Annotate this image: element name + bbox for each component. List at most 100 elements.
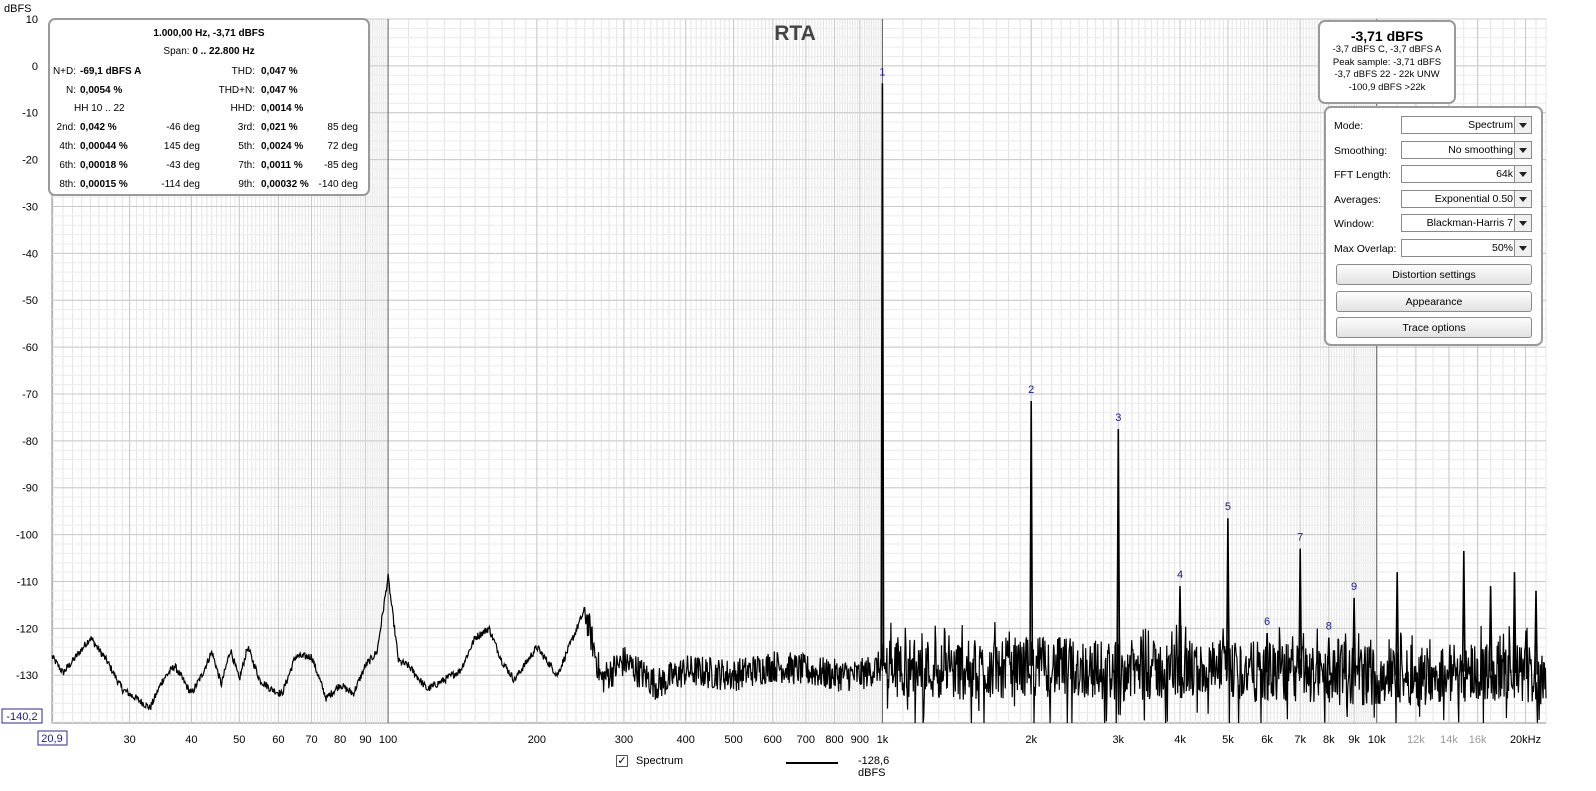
appearance-button[interactable]: Appearance <box>1336 291 1532 312</box>
x-tick-label: 1k <box>877 734 889 746</box>
x-tick-label: 30 <box>123 734 135 746</box>
spectrum-peak <box>1395 572 1400 676</box>
harmonic-value-left: 0,00044 % <box>80 141 128 152</box>
averages-select[interactable]: Exponential 0.50 <box>1401 189 1532 208</box>
x-tick-label: 300 <box>615 734 633 746</box>
chevron-down-icon[interactable] <box>1514 117 1531 133</box>
x-tick-label: 600 <box>764 734 782 746</box>
level-main: -3,71 dBFS <box>1350 28 1424 44</box>
nd-value: -69,1 dBFS A <box>80 66 142 77</box>
chart-title: RTA <box>774 22 816 45</box>
spectrum-peak <box>880 83 885 666</box>
y-tick-label: -100 <box>16 530 38 542</box>
fft-length-row: FFT Length: 64k <box>1334 165 1534 185</box>
x-tick-label: 70 <box>305 734 317 746</box>
fundamental-readout: 1.000,00 Hz, -3,71 dBFS <box>153 28 265 39</box>
x-tick-label: 14k <box>1440 734 1458 746</box>
chevron-down-icon[interactable] <box>1514 240 1531 256</box>
y-tick-label: -20 <box>22 155 38 167</box>
x-tick-label: 20kHz <box>1510 734 1541 746</box>
level-line-2: Peak sample: -3,71 dBFS <box>1332 56 1442 68</box>
harmonic-value-left: 0,00018 % <box>80 160 128 171</box>
harmonic-phase-left: -114 deg <box>161 179 200 190</box>
y-tick-label: 0 <box>32 61 38 73</box>
chevron-down-icon[interactable] <box>1514 190 1531 207</box>
harmonic-label-right: 7th: <box>238 160 255 171</box>
y-tick-label: -30 <box>22 201 38 213</box>
spectrum-peak <box>1116 429 1121 671</box>
chevron-down-icon[interactable] <box>1514 141 1531 158</box>
y-tick-label: -60 <box>22 342 38 354</box>
smoothing-select[interactable]: No smoothing <box>1401 140 1532 159</box>
harmonic-phase-right: -85 deg <box>324 160 358 171</box>
harmonic-markers: 1 2 3 4 5 6 7 8 9 <box>879 66 1357 632</box>
mode-label: Mode: <box>1334 120 1364 132</box>
fft-length-value: 64k <box>1496 168 1513 181</box>
n-value: 0,0054 % <box>80 85 123 96</box>
legend-value: -128,6 dBFS <box>858 755 890 779</box>
x-tick-label: 8k <box>1323 734 1335 746</box>
harmonic-label-right: 3rd: <box>237 122 255 133</box>
thdn-label: THD+N: <box>218 85 255 96</box>
spectrum-peak <box>1178 586 1182 671</box>
harmonic-marker-label: 9 <box>1351 581 1357 593</box>
nd-label: N+D: <box>52 66 76 77</box>
y-axis-label: dBFS <box>4 3 32 15</box>
y-min-label-box <box>1 708 43 724</box>
fft-length-select[interactable]: 64k <box>1401 165 1532 184</box>
smoothing-row: Smoothing: No smoothing <box>1334 140 1534 161</box>
y-tick-label: -50 <box>22 295 38 307</box>
harmonic-marker-label: 3 <box>1115 412 1121 424</box>
harmonic-value-right: 0,021 % <box>261 122 298 133</box>
y-min-label: -140,2 <box>6 711 37 723</box>
averages-value: Exponential 0.50 <box>1434 192 1513 205</box>
harmonic-phase-right: -140 deg <box>318 179 358 190</box>
x-tick-label: 800 <box>825 734 843 746</box>
smoothing-value: No smoothing <box>1448 143 1513 156</box>
harmonic-marker-label: 8 <box>1326 621 1332 633</box>
chevron-down-icon[interactable] <box>1514 166 1531 183</box>
x-tick-label: 80 <box>334 734 346 746</box>
distortion-settings-button[interactable]: Distortion settings <box>1336 264 1532 285</box>
mode-select[interactable]: Spectrum <box>1401 116 1532 134</box>
hhd-value: 0,0014 % <box>261 103 304 114</box>
harmonic-label-right: 5th: <box>238 141 255 152</box>
max-overlap-label: Max Overlap: <box>1334 243 1397 255</box>
x-tick-label: 400 <box>677 734 695 746</box>
spectrum-peak <box>1265 632 1270 673</box>
harmonic-marker-label: 6 <box>1264 616 1270 628</box>
x-tick-label: 50 <box>233 734 245 746</box>
harmonic-value-right: 0,0011 % <box>261 160 303 171</box>
max-overlap-select[interactable]: 50% <box>1401 239 1532 257</box>
spectrum-checkbox[interactable]: ✓ <box>616 755 628 767</box>
hh-range-label: HH 10 .. 22 <box>74 103 125 114</box>
plot-grid <box>51 18 1547 724</box>
harmonic-value-right: 0,0024 % <box>261 141 304 152</box>
harmonic-marker-label: 5 <box>1225 501 1231 513</box>
controls-panel: Mode: Spectrum Smoothing: No smoothing FFT L… <box>1324 106 1543 346</box>
level-line-3: -3,7 dBFS 22 - 22k UNW <box>1334 69 1440 80</box>
y-tick-label: -40 <box>22 248 38 260</box>
x-tick-label: 40 <box>185 734 197 746</box>
smoothing-label: Smoothing: <box>1334 144 1388 157</box>
chevron-down-icon[interactable] <box>1514 215 1531 232</box>
window-label: Window: <box>1334 218 1375 231</box>
y-tick-label: -130 <box>16 670 38 682</box>
harmonic-phase-right: 72 deg <box>327 141 358 152</box>
span-readout: Span: 0 .. 22.800 Hz <box>50 46 368 57</box>
x-tick-label: 16k <box>1469 734 1487 746</box>
x-tick-label: 9k <box>1348 734 1360 746</box>
trace-options-button[interactable]: Trace options <box>1336 317 1532 338</box>
legend-line-swatch <box>786 762 838 764</box>
distortion-panel[interactable]: 1.000,00 Hz, -3,71 dBFS Span: 0 .. 22.80… <box>48 18 370 196</box>
harmonic-label-left: 4th: <box>59 141 76 152</box>
window-select[interactable]: Blackman-Harris 7 <box>1401 214 1532 233</box>
harmonic-label-left: 8th: <box>59 179 76 190</box>
harmonic-phase-right: 85 deg <box>327 122 358 133</box>
max-overlap-row: Max Overlap: 50% <box>1334 239 1534 259</box>
x-tick-label: 200 <box>528 734 546 746</box>
thd-value: 0,047 % <box>261 66 298 77</box>
level-line-1: -3,7 dBFS C, -3,7 dBFS A <box>1332 44 1442 55</box>
x-tick-label: 500 <box>724 734 742 746</box>
